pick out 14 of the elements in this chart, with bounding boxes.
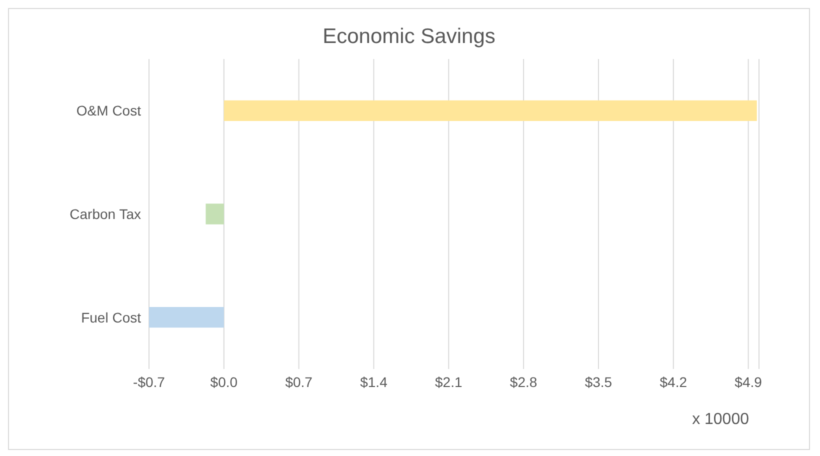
- x-tick-label: $2.1: [435, 374, 462, 390]
- x-tick-label: $1.4: [360, 374, 388, 390]
- y-tick-label: Carbon Tax: [70, 206, 141, 222]
- x-tick-label: $4.9: [734, 374, 762, 390]
- x-tick-label: -$0.7: [133, 374, 166, 390]
- x-tick-label: $2.8: [510, 374, 538, 390]
- x-tick-label: $0.7: [285, 374, 313, 390]
- y-tick-label: Fuel Cost: [81, 309, 142, 326]
- x-tick-label: $3.5: [584, 374, 612, 390]
- y-tick-label: O&M Cost: [76, 102, 142, 119]
- x-tick-label: $0.0: [210, 374, 238, 390]
- chart-title: Economic Savings: [322, 25, 496, 49]
- x-tick-label: $4.2: [660, 374, 688, 390]
- x-axis-title: x 10000: [692, 411, 749, 429]
